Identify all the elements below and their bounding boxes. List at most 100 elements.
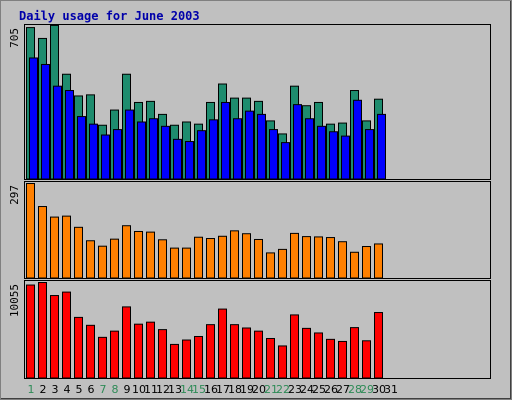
bar-1-2-day-19 <box>245 110 254 180</box>
bar-3-1-day-19 <box>242 327 251 379</box>
bar-1-2-day-2 <box>41 63 50 180</box>
bar-3-1-day-30 <box>374 312 383 379</box>
bar-2-1-day-7 <box>98 245 107 279</box>
bar-1-2-day-27 <box>341 135 350 180</box>
bar-3-1-day-17 <box>218 308 227 379</box>
bar-3-1-day-6 <box>86 324 95 379</box>
bar-1-2-day-12 <box>161 125 170 180</box>
day-label: 25 <box>312 383 326 396</box>
bar-2-1-day-3 <box>50 216 59 279</box>
bar-3-1-day-9 <box>122 306 131 379</box>
bar-3-1-day-27 <box>338 340 347 379</box>
panel-3: 10055 <box>8 280 491 379</box>
bar-3-1-day-12 <box>158 329 167 379</box>
day-label: 14 <box>180 383 194 396</box>
day-label: 30 <box>372 383 386 396</box>
bar-2-1-day-28 <box>350 251 359 279</box>
bar-3-1-day-21 <box>266 337 275 379</box>
bar-1-2-day-23 <box>293 104 302 180</box>
day-label: 2 <box>40 383 47 396</box>
bar-1-2-day-15 <box>197 130 206 180</box>
bar-1-2-day-14 <box>185 141 194 180</box>
bar-1-2-day-4 <box>65 90 74 180</box>
day-label: 18 <box>228 383 242 396</box>
bar-2-1-day-25 <box>314 236 323 279</box>
bar-3-1-day-5 <box>74 316 83 379</box>
panel-1: 705 <box>8 24 491 180</box>
bar-3-1-day-10 <box>134 323 143 379</box>
day-label: 3 <box>52 383 59 396</box>
day-label: 9 <box>124 383 131 396</box>
bar-2-1-day-30 <box>374 243 383 279</box>
bar-3-1-day-13 <box>170 343 179 379</box>
day-label: 28 <box>348 383 362 396</box>
bar-2-1-day-14 <box>182 247 191 279</box>
bar-1-2-day-6 <box>89 123 98 180</box>
day-label: 16 <box>204 383 218 396</box>
bar-1-2-day-22 <box>281 142 290 180</box>
day-label: 5 <box>76 383 83 396</box>
bar-1-2-day-20 <box>257 113 266 180</box>
day-label: 6 <box>88 383 95 396</box>
bar-3-1-day-24 <box>302 327 311 379</box>
bar-2-1-day-13 <box>170 247 179 279</box>
bar-1-2-day-25 <box>317 125 326 180</box>
bar-3-1-day-7 <box>98 336 107 379</box>
y-max-label: 297 <box>8 185 21 205</box>
day-label: 26 <box>324 383 338 396</box>
day-label: 21 <box>264 383 278 396</box>
bar-3-1-day-23 <box>290 314 299 379</box>
bar-2-1-day-6 <box>86 240 95 279</box>
day-label: 1 <box>28 383 35 396</box>
bar-3-1-day-26 <box>326 338 335 379</box>
bar-3-1-day-22 <box>278 345 287 379</box>
bar-1-2-day-1 <box>29 57 38 180</box>
bar-3-1-day-4 <box>62 291 71 379</box>
day-label: 22 <box>276 383 290 396</box>
bar-2-1-day-18 <box>230 230 239 279</box>
bar-2-1-day-26 <box>326 237 335 279</box>
bar-1-2-day-10 <box>137 121 146 180</box>
bar-2-1-day-27 <box>338 241 347 279</box>
day-label: 15 <box>192 383 206 396</box>
y-max-label: 705 <box>8 28 21 48</box>
day-label: 19 <box>240 383 254 396</box>
bar-3-1-day-15 <box>194 335 203 379</box>
day-label: 20 <box>252 383 266 396</box>
bar-3-1-day-20 <box>254 330 263 379</box>
bar-1-2-day-18 <box>233 118 242 180</box>
bar-3-1-day-3 <box>50 295 59 379</box>
bar-1-2-day-17 <box>221 101 230 180</box>
bar-3-1-day-16 <box>206 324 215 379</box>
day-label: 13 <box>168 383 182 396</box>
bar-2-1-day-2 <box>38 206 47 279</box>
bar-1-2-day-28 <box>353 99 362 180</box>
y-max-label: 10055 <box>8 284 21 317</box>
day-label: 11 <box>144 383 158 396</box>
bar-2-1-day-9 <box>122 225 131 279</box>
bar-3-1-day-1 <box>26 284 35 379</box>
bar-2-1-day-29 <box>362 246 371 279</box>
bar-3-1-day-8 <box>110 330 119 379</box>
day-label: 23 <box>288 383 302 396</box>
day-label: 27 <box>336 383 350 396</box>
bar-1-2-day-7 <box>101 134 110 180</box>
bar-3-1-day-11 <box>146 321 155 379</box>
bar-2-1-day-16 <box>206 238 215 279</box>
day-label: 10 <box>132 383 146 396</box>
bar-2-1-day-15 <box>194 236 203 279</box>
bar-2-1-day-19 <box>242 233 251 279</box>
bar-2-1-day-10 <box>134 230 143 279</box>
bar-2-1-day-20 <box>254 238 263 279</box>
bar-1-2-day-13 <box>173 138 182 180</box>
bar-3-1-day-29 <box>362 340 371 379</box>
bar-3-1-day-18 <box>230 324 239 379</box>
bar-3-1-day-25 <box>314 332 323 379</box>
panel-2: 297 <box>8 181 491 279</box>
day-label: 8 <box>112 383 119 396</box>
bar-3-1-day-28 <box>350 327 359 379</box>
bar-1-2-day-21 <box>269 129 278 180</box>
day-label: 31 <box>384 383 398 396</box>
